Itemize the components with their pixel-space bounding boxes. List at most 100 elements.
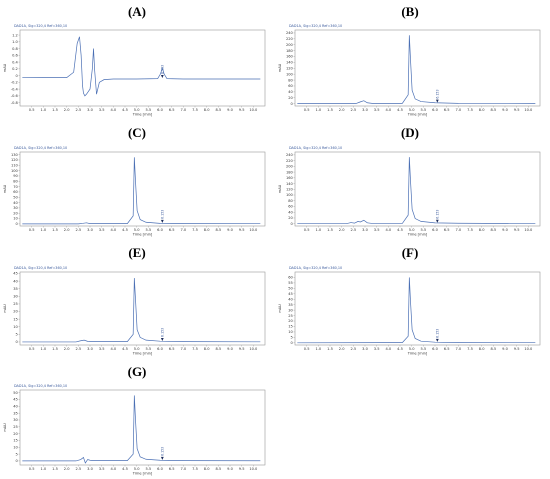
y-tick-label: 180 [286,49,294,53]
x-tick-label: 7.0 [180,467,186,471]
y-tick-label: 60 [288,84,293,88]
x-tick-label: 7.0 [180,108,186,112]
x-tick-label: 3.5 [99,228,105,232]
x-tick-label: 9.0 [227,228,233,232]
x-tick-label: 9.0 [227,347,233,351]
x-tick-label: 10.0 [524,228,533,232]
retention-time-label: 6.153 [160,447,164,456]
x-tick-label: 4.0 [110,108,116,112]
x-tick-label: 3.0 [87,347,93,351]
x-tick-label: 3.0 [87,467,93,471]
chromatogram-trace [297,157,536,225]
x-tick-label: 5.0 [134,467,140,471]
chromatogram-trace [297,35,536,104]
x-tick-label: 7.5 [467,347,473,351]
x-tick-label: 1.5 [52,467,58,471]
y-tick-label: 60 [288,205,293,209]
y-tick-label: 140 [286,182,294,186]
y-tick-label: 80 [13,179,18,183]
y-tick-label: 25 [13,302,18,306]
y-tick-label: 10 [13,445,18,449]
x-tick-label: 1.0 [40,228,46,232]
x-tick-label: 1.0 [315,228,321,232]
x-tick-label: 8.0 [204,228,210,232]
x-tick-label: 8.5 [215,228,221,232]
y-tick-label: 80 [288,78,293,82]
y-tick-label: 5 [291,336,293,340]
x-axis-label: Time [min] [132,113,153,117]
y-tick-label: 45 [13,398,18,402]
x-tick-label: 8.0 [204,467,210,471]
y-tick-label: 0.6 [12,54,18,58]
chromatogram-panel-d: (D) DAD1A, Sig=320,4 Ref=360,10 0 20 40 60 80… [275,122,550,240]
x-tick-label: 2.0 [339,228,345,232]
retention-time-label: 6.153 [435,90,439,99]
y-tick-label: 130 [11,153,19,157]
x-tick-label: 9.5 [239,108,245,112]
y-axis-label: mAU [278,63,282,72]
x-tick-label: 10.0 [249,347,258,351]
y-tick-label: 80 [288,199,293,203]
y-tick-label: 0 [291,102,294,106]
y-tick-label: 0 [16,459,19,463]
y-tick-label: 10 [288,330,293,334]
x-tick-label: 1.5 [327,108,333,112]
retention-time-label: 6.153 [160,65,164,74]
x-tick-label: 1.0 [315,108,321,112]
x-tick-label: 0.5 [29,347,35,351]
x-tick-label: 7.0 [455,108,461,112]
y-tick-label: 45 [288,292,293,296]
x-tick-label: 10.0 [249,467,258,471]
x-tick-label: 3.5 [99,108,105,112]
chromatogram-panel-c: (C) DAD1A, Sig=320,4 Ref=360,10 0 10 20 30 40… [0,122,275,240]
y-tick-label: 20 [13,310,18,314]
x-tick-label: 2.0 [64,467,70,471]
x-tick-label: 2.5 [350,228,356,232]
y-tick-label: 0.8 [12,47,18,51]
y-tick-label: 160 [286,55,294,59]
x-tick-label: 2.0 [64,228,70,232]
chromatogram-panel-e: (E) DAD1A, Sig=320,4 Ref=360,10 0 5 10 15 20 2… [0,242,275,359]
plot-area [294,151,541,227]
x-tick-label: 6.0 [432,228,438,232]
retention-time-label: 6.153 [160,328,164,337]
x-tick-label: 5.5 [145,347,151,351]
y-tick-label: 0.4 [12,60,18,64]
x-tick-label: 4.0 [110,467,116,471]
x-tick-label: 6.5 [169,467,175,471]
chromatogram-svg: DAD1A, Sig=320,4 Ref=360,10 -0.8 -0.6 -0.4 -… [3,24,266,117]
x-tick-label: 3.5 [99,467,105,471]
x-tick-label: 3.5 [374,108,380,112]
x-tick-label: 4.5 [397,228,403,232]
y-tick-label: 40 [288,210,293,214]
x-tick-label: 8.5 [490,108,496,112]
x-tick-label: 5.5 [145,108,151,112]
y-axis-label: mAU [3,63,7,72]
plot-area [294,271,541,346]
y-tick-label: 20 [288,319,293,323]
x-tick-label: 3.5 [374,347,380,351]
x-tick-label: 2.0 [339,347,345,351]
x-tick-label: 9.5 [514,347,520,351]
y-tick-label: 100 [286,193,294,197]
x-tick-label: 8.5 [215,467,221,471]
y-axis-label: mAU [278,304,282,313]
x-tick-label: 7.5 [192,108,198,112]
chromatogram-trace [22,157,261,225]
peak-marker [435,338,439,342]
chromatogram-svg: DAD1A, Sig=320,4 Ref=360,10 0 20 40 60 80 100 1… [278,24,541,117]
x-tick-label: 5.5 [420,228,426,232]
peak-marker [160,456,164,460]
retention-time-label: 6.153 [160,210,164,219]
y-tick-label: 25 [13,425,18,429]
trace-title: DAD1A, Sig=320,4 Ref=360,10 [14,266,67,270]
x-tick-label: 5.0 [134,108,140,112]
x-tick-label: 6.5 [169,108,175,112]
y-tick-label: 100 [286,72,294,76]
panel-letter-d: (D) [400,125,420,140]
x-tick-label: 6.0 [432,347,438,351]
x-tick-label: 1.5 [327,347,333,351]
x-tick-label: 9.5 [514,228,520,232]
x-tick-label: 8.5 [215,108,221,112]
y-tick-label: 50 [288,287,293,291]
